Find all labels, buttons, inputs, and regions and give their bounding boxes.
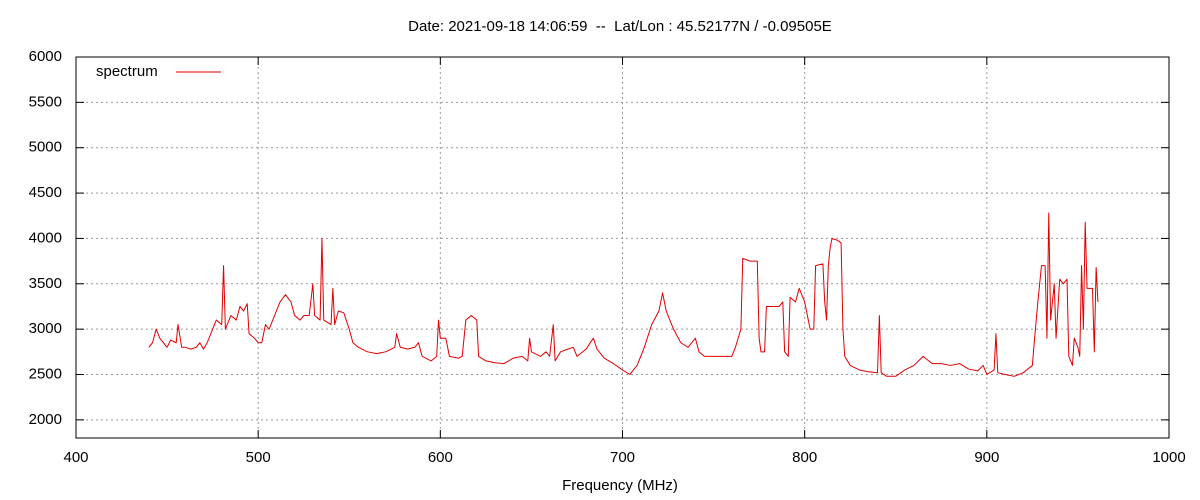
plot-frame xyxy=(75,56,1170,439)
chart-title: Date: 2021-09-18 14:06:59 -- Lat/Lon : 4… xyxy=(408,18,832,35)
x-axis-label: Frequency (MHz) xyxy=(562,477,678,494)
x-tick-label: 900 xyxy=(974,449,999,466)
x-tick-label: 800 xyxy=(792,449,817,466)
y-tick-label: 4000 xyxy=(29,229,62,246)
y-tick-label: 5000 xyxy=(29,139,62,156)
y-tick-label: 2500 xyxy=(29,365,62,382)
spectrum-line xyxy=(148,212,1099,377)
x-tick-label: 1000 xyxy=(1152,449,1185,466)
y-tick-label: 4500 xyxy=(29,184,62,201)
y-tick-label: 2000 xyxy=(29,411,62,428)
x-tick-label: 500 xyxy=(246,449,271,466)
x-tick-label: 700 xyxy=(610,449,635,466)
y-tick-label: 3000 xyxy=(29,320,62,337)
y-tick-label: 5500 xyxy=(29,93,62,110)
y-tick-label: 3500 xyxy=(29,275,62,292)
legend-label: spectrum xyxy=(96,63,158,80)
y-tick-label: 6000 xyxy=(29,48,62,65)
x-tick-label: 400 xyxy=(63,449,88,466)
x-tick-label: 600 xyxy=(428,449,453,466)
